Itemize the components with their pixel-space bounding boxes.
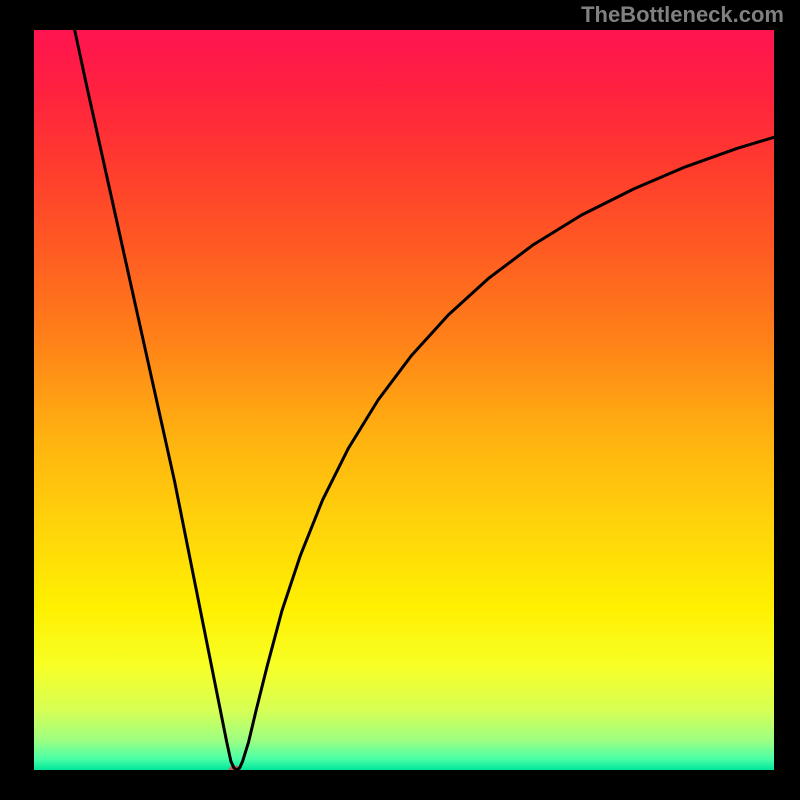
watermark-text: TheBottleneck.com [581,2,784,28]
plot-background [34,30,774,770]
bottleneck-chart [34,30,774,770]
chart-container: { "watermark": { "text": "TheBottleneck.… [0,0,800,800]
